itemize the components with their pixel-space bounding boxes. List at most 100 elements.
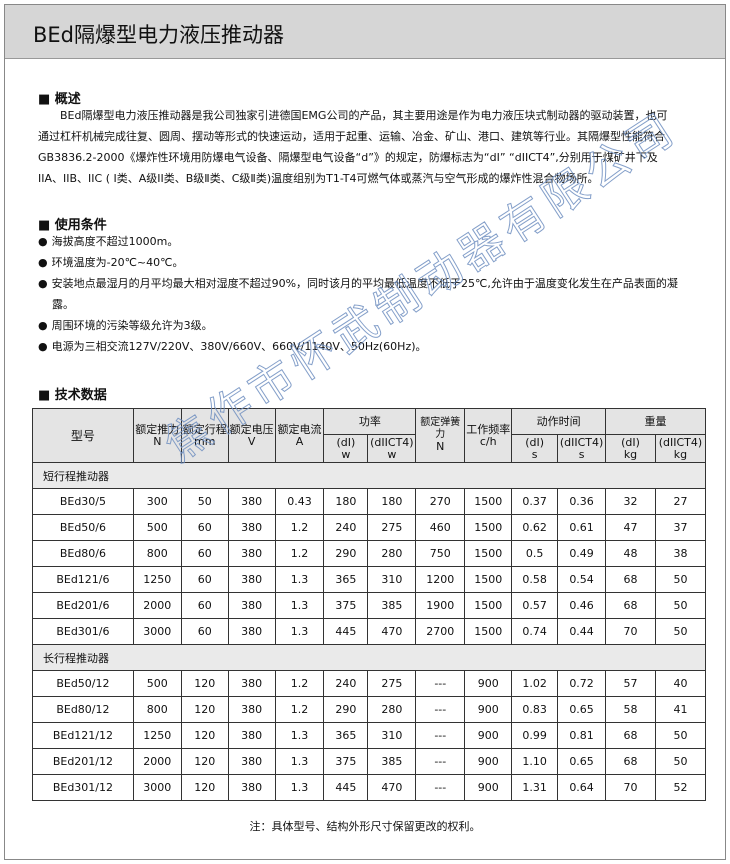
table-cell: 900: [464, 670, 513, 697]
table-cell: 900: [464, 774, 513, 801]
table-cell: BEd301/6: [32, 618, 134, 645]
table-cell: 57: [605, 670, 656, 697]
table-cell: 365: [323, 722, 369, 749]
table-cell: 1200: [415, 566, 466, 593]
conditions-heading: ■ 使用条件: [38, 218, 107, 233]
table-cell: 3000: [132, 618, 182, 645]
table-cell: BEd301/12: [32, 774, 134, 801]
table-cell: 0.44: [557, 618, 607, 645]
table-cell: 50: [180, 488, 229, 515]
table-cell: 900: [464, 696, 513, 723]
table-cell: BEd30/5: [32, 488, 134, 515]
table-cell: 380: [227, 696, 276, 723]
table-cell: 52: [654, 774, 707, 801]
table-row: BEd80/12 800 120 380 1.2 290 280 --- 900 0.83 0.65…: [32, 696, 707, 723]
table-cell: 1.10: [511, 748, 559, 775]
table-row: BEd121/6 1250 60 380 1.3 365 310 1200 1500 0.58 0.…: [32, 566, 707, 593]
group-label: 短行程推动器: [32, 462, 706, 489]
condition-item: 电源为三相交流127V/220V、380V/660V、660V/1140V、50…: [38, 336, 678, 357]
table-cell: 1500: [464, 592, 513, 619]
table-cell: 50: [654, 566, 707, 593]
table-cell: 60: [180, 592, 229, 619]
table-row: BEd80/6 800 60 380 1.2 290 280 750 1500 0.5 0.49 48…: [32, 540, 707, 567]
table-cell: 445: [323, 774, 369, 801]
table-cell: 1500: [464, 540, 513, 567]
overview-text: BEd隔爆型电力液压推动器是我公司独家引进德国EMG公司的产品，其主要用途是作为…: [38, 109, 668, 185]
table-cell: 68: [605, 592, 656, 619]
col-stroke: 额定行程 mm: [180, 408, 229, 463]
table-cell: 120: [180, 670, 229, 697]
table-cell: 385: [367, 748, 417, 775]
page-frame: [4, 4, 726, 860]
table-cell: 380: [227, 488, 276, 515]
table-cell: 0.57: [511, 592, 559, 619]
table-cell: 310: [367, 722, 417, 749]
table-cell: 1.3: [274, 748, 325, 775]
table-cell: 380: [227, 722, 276, 749]
table-cell: 60: [180, 618, 229, 645]
table-cell: 0.65: [557, 696, 607, 723]
table-cell: 37: [654, 514, 707, 541]
table-cell: 0.43: [274, 488, 325, 515]
col-weight: 重量: [605, 408, 706, 435]
table-cell: 800: [132, 540, 182, 567]
table-cell: 120: [180, 774, 229, 801]
table-cell: 0.62: [511, 514, 559, 541]
table-cell: 41: [654, 696, 707, 723]
table-cell: 60: [180, 514, 229, 541]
table-cell: BEd201/12: [32, 748, 134, 775]
table-cell: BEd121/6: [32, 566, 134, 593]
table-cell: 800: [132, 696, 182, 723]
table-cell: BEd201/6: [32, 592, 134, 619]
col-voltage: 额定电压 V: [227, 408, 276, 463]
table-cell: 1.3: [274, 722, 325, 749]
table-cell: BEd50/6: [32, 514, 134, 541]
table-cell: 47: [605, 514, 656, 541]
table-cell: 120: [180, 722, 229, 749]
col-time-dl: (dI) s: [511, 434, 559, 463]
table-cell: 275: [367, 514, 417, 541]
table-cell: 1.3: [274, 774, 325, 801]
col-thrust: 额定推力 N: [132, 408, 182, 463]
table-cell: 27: [654, 488, 707, 515]
condition-item: 周围环境的污染等级允许为3级。: [38, 315, 678, 336]
table-cell: 70: [605, 618, 656, 645]
table-cell: 1.2: [274, 696, 325, 723]
overview-heading: ■ 概述: [38, 92, 81, 107]
table-row: BEd301/6 3000 60 380 1.3 445 470 2700 1500 0.74 0.…: [32, 618, 707, 645]
table-cell: 0.49: [557, 540, 607, 567]
table-cell: ---: [415, 696, 466, 723]
table-cell: 32: [605, 488, 656, 515]
col-weight-d2: (dIICT4) kg: [654, 434, 707, 463]
table-cell: 380: [227, 748, 276, 775]
group-label: 长行程推动器: [32, 644, 706, 671]
table-cell: 375: [323, 748, 369, 775]
table-cell: 120: [180, 696, 229, 723]
table-cell: 180: [323, 488, 369, 515]
table-cell: 0.83: [511, 696, 559, 723]
table-cell: 0.74: [511, 618, 559, 645]
table-cell: 750: [415, 540, 466, 567]
table-cell: 380: [227, 774, 276, 801]
table-cell: 0.61: [557, 514, 607, 541]
table-cell: 1500: [464, 566, 513, 593]
table-cell: 1.2: [274, 514, 325, 541]
table-cell: 500: [132, 670, 182, 697]
table-row: BEd301/12 3000 120 380 1.3 445 470 --- 900 1.31 0.…: [32, 774, 707, 801]
table-cell: 385: [367, 592, 417, 619]
group-row: 长行程推动器: [32, 644, 706, 671]
table-cell: 380: [227, 514, 276, 541]
table-cell: 445: [323, 618, 369, 645]
table-cell: 280: [367, 696, 417, 723]
table-cell: 900: [464, 748, 513, 775]
table-row: BEd121/12 1250 120 380 1.3 365 310 --- 900 0.99 0.…: [32, 722, 707, 749]
title-bar: BEd隔爆型电力液压推动器: [5, 5, 725, 59]
table-cell: 380: [227, 592, 276, 619]
footnote: 注：具体型号、结构外形尺寸保留更改的权利。: [249, 820, 481, 833]
table-row: BEd30/5 300 50 380 0.43 180 180 270 1500 0.37 0.36…: [32, 488, 707, 515]
col-power-d2: (dIICT4) w: [367, 434, 417, 463]
col-time-d2: (dIICT4) s: [557, 434, 607, 463]
table-cell: 3000: [132, 774, 182, 801]
condition-item: 海拔高度不超过1000m。: [38, 231, 678, 252]
table-cell: 50: [654, 748, 707, 775]
